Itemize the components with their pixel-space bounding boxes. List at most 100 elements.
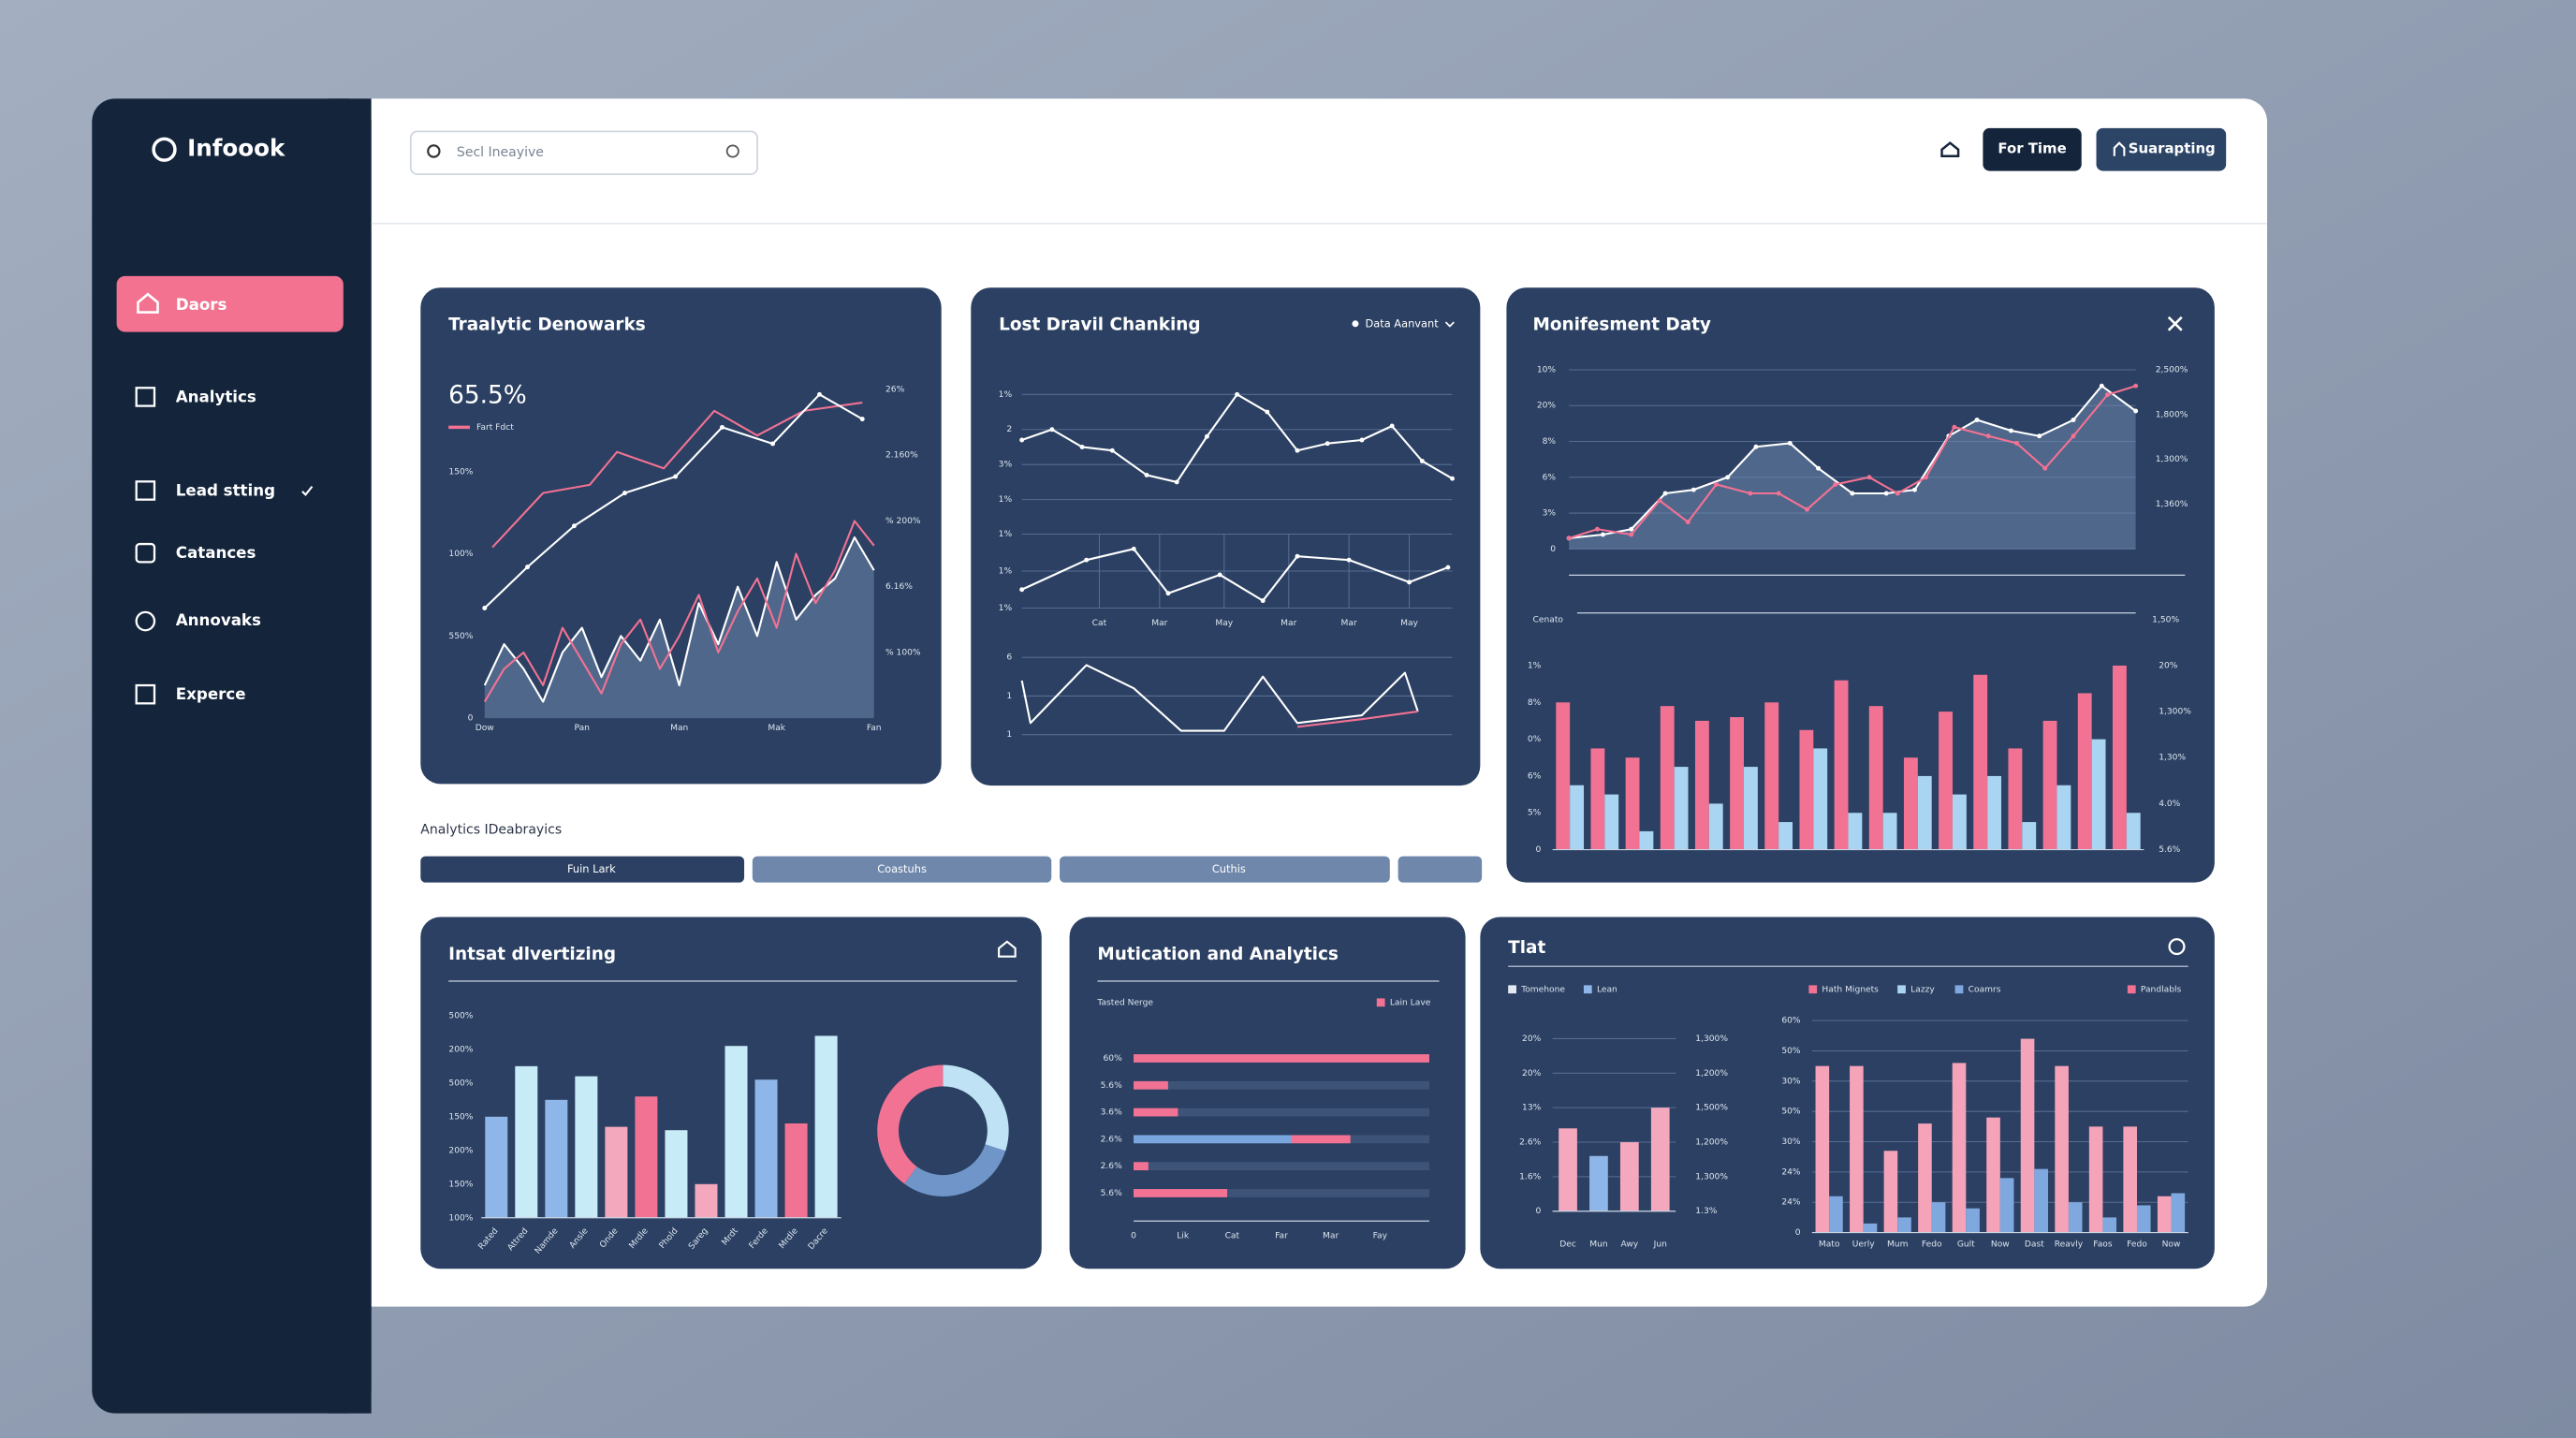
bar xyxy=(2136,1205,2151,1233)
search-action[interactable] xyxy=(725,144,739,158)
tab[interactable] xyxy=(1060,856,1390,883)
bar xyxy=(2171,1193,2186,1233)
y-tick-label: 13% xyxy=(1522,1104,1542,1113)
point xyxy=(2037,433,2042,439)
bar xyxy=(2077,693,2092,850)
button[interactable] xyxy=(2096,127,2227,171)
x-tick-label: Uerly xyxy=(1852,1240,1876,1249)
card-icon[interactable] xyxy=(2168,938,2186,956)
card xyxy=(1480,917,2215,1269)
point xyxy=(1445,565,1451,570)
y-tick-label: 1 xyxy=(1006,730,1012,740)
tab[interactable] xyxy=(1398,856,1483,883)
point xyxy=(1753,444,1759,449)
y-tick-label: 3% xyxy=(1543,509,1557,519)
nav-item[interactable]: Experce xyxy=(176,685,246,703)
point xyxy=(1850,491,1855,496)
tab[interactable] xyxy=(752,856,1052,883)
y-tick-label: 2.6% xyxy=(1101,1135,1122,1144)
bar xyxy=(2008,748,2023,850)
section-title: Analytics IDeabrayics xyxy=(420,822,562,837)
point xyxy=(1776,491,1781,496)
button[interactable] xyxy=(1983,127,2082,171)
y-tick-label: 24% xyxy=(1781,1198,1801,1208)
y-tick-label: 2.6% xyxy=(1101,1162,1122,1171)
nav-item[interactable]: Annovaks xyxy=(176,611,261,629)
x-tick-label: May xyxy=(1400,619,1418,628)
bar xyxy=(1134,1162,1149,1171)
point xyxy=(1407,580,1412,585)
y-tick-label: 150% xyxy=(448,1180,473,1189)
y-tick-label: 1% xyxy=(999,495,1013,505)
point xyxy=(1657,498,1662,504)
tab[interactable] xyxy=(420,856,745,883)
point xyxy=(1974,418,1980,423)
close-icon[interactable] xyxy=(2167,315,2183,331)
card-title: Lost Dravil Chanking xyxy=(999,315,1200,335)
nav-icon xyxy=(135,542,156,564)
bar xyxy=(695,1183,718,1218)
bar xyxy=(1882,813,1897,850)
bar xyxy=(2123,1126,2137,1233)
search-box[interactable] xyxy=(409,130,758,175)
y-tick-label: 1% xyxy=(999,530,1013,539)
filter-label[interactable]: Data Aanvant xyxy=(1365,316,1439,330)
bar xyxy=(1134,1054,1429,1063)
point xyxy=(1450,476,1455,481)
point xyxy=(2014,440,2019,446)
x-tick-label: Fedo xyxy=(1922,1240,1942,1249)
nav-item[interactable]: Lead stting xyxy=(176,481,275,499)
bar xyxy=(2091,739,2106,850)
point xyxy=(673,474,679,479)
bar xyxy=(515,1065,538,1218)
bar xyxy=(2056,785,2071,850)
y2-tick-label: 2,500% xyxy=(2156,365,2188,374)
bar xyxy=(545,1099,568,1218)
x-tick-label: Fay xyxy=(1373,1232,1388,1241)
y2-tick-label: 6.16% xyxy=(886,582,913,592)
nav-active[interactable] xyxy=(116,275,344,332)
point xyxy=(1787,440,1793,446)
point xyxy=(1419,458,1425,463)
bar xyxy=(1918,1123,1932,1233)
nav-item[interactable]: Analytics xyxy=(176,388,256,405)
search-placeholder: Secl Ineayive xyxy=(457,145,544,160)
tab-label: Fuin Lark xyxy=(567,862,616,875)
area xyxy=(484,537,874,719)
annotation: 1,50% xyxy=(2152,615,2179,624)
y-tick-label: 20% xyxy=(1537,402,1557,411)
nav-item[interactable]: Daors xyxy=(176,296,227,314)
home-icon[interactable] xyxy=(1940,141,1960,157)
nav-item[interactable]: Catances xyxy=(176,544,256,562)
check-icon xyxy=(301,485,314,496)
y-tick-label: 1.6% xyxy=(1519,1172,1541,1181)
legend-swatch xyxy=(1808,985,1818,994)
bar xyxy=(1799,729,1814,850)
point xyxy=(1325,441,1330,447)
bar xyxy=(1834,680,1849,850)
line-series xyxy=(1020,664,1419,732)
y-tick-label: 2.6% xyxy=(1519,1138,1541,1148)
sidebar xyxy=(92,98,372,1414)
y-tick-label: 6% xyxy=(1528,771,1542,781)
point xyxy=(1952,424,1957,430)
y2-tick-label: 20% xyxy=(2159,661,2178,670)
donut-segment xyxy=(904,1144,1006,1196)
chevron[interactable] xyxy=(1444,321,1455,328)
x-tick-label: Cat xyxy=(1225,1232,1240,1241)
bar xyxy=(2112,665,2127,850)
x-tick-label: Mar xyxy=(1151,619,1167,628)
bar xyxy=(1764,702,1779,850)
annotation: Cenato xyxy=(1533,615,1564,624)
card-icon[interactable] xyxy=(998,940,1017,958)
y-tick-label: 500% xyxy=(448,1011,473,1020)
bar xyxy=(1556,702,1571,850)
y2-tick-label: 1,300% xyxy=(1695,1172,1728,1181)
bar xyxy=(1999,1178,2014,1233)
point xyxy=(2133,383,2139,389)
y2-tick-label: 1,200% xyxy=(1695,1069,1728,1078)
bar xyxy=(1917,775,1932,850)
point xyxy=(482,606,488,610)
x-tick-label: Fedo xyxy=(2127,1240,2147,1249)
